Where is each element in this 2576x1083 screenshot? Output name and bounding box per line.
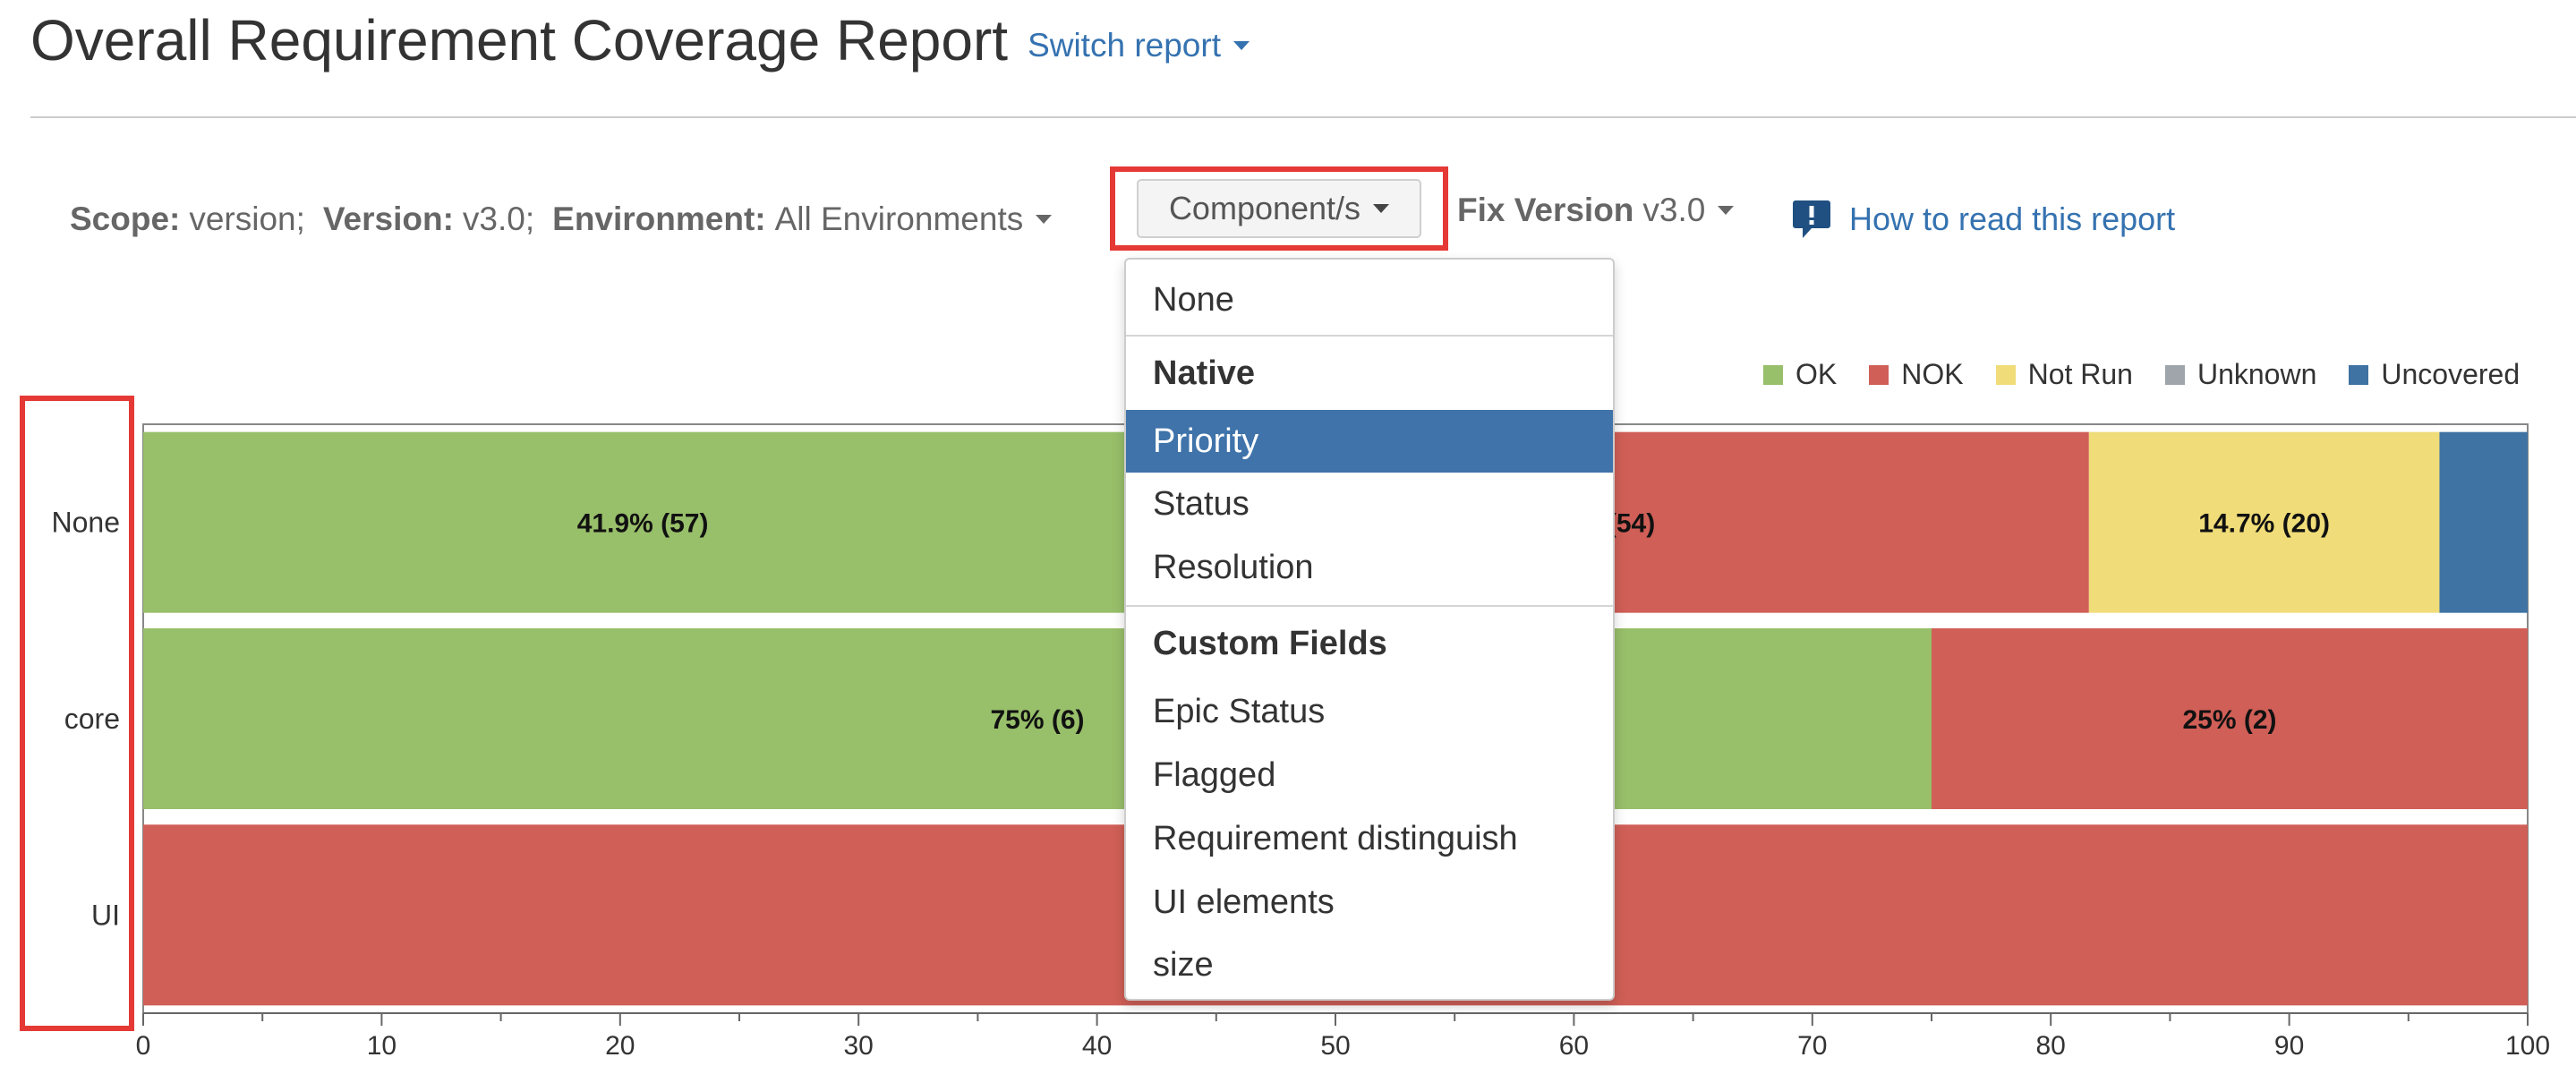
bar-segment bbox=[2439, 431, 2528, 613]
legend-label: OK bbox=[1796, 358, 1838, 390]
legend-item[interactable]: Not Run bbox=[1995, 358, 2133, 391]
dropdown-item-flagged[interactable]: Flagged bbox=[1153, 755, 1276, 794]
data-label: 14.7% (20) bbox=[2198, 509, 2330, 539]
legend-item[interactable]: OK bbox=[1763, 358, 1837, 391]
x-tick-label: 50 bbox=[1320, 1031, 1350, 1061]
x-tick-label: 10 bbox=[367, 1031, 397, 1061]
title-row: Overall Requirement Coverage Report Swit… bbox=[30, 0, 1250, 81]
dropdown-item-priority[interactable]: Priority bbox=[1126, 410, 1613, 473]
fix-version-value: v3.0 bbox=[1642, 192, 1706, 228]
dropdown-item-epic-status[interactable]: Epic Status bbox=[1153, 692, 1326, 730]
component-dropdown-menu: None Native Priority Status Resolution C… bbox=[1124, 258, 1615, 1001]
legend-swatch bbox=[1763, 364, 1783, 385]
dropdown-header-custom-fields: Custom Fields bbox=[1153, 625, 1387, 662]
legend-swatch bbox=[2164, 364, 2185, 385]
dropdown-divider bbox=[1126, 335, 1613, 337]
legend-swatch bbox=[2349, 364, 2369, 385]
x-tick-label: 60 bbox=[1559, 1031, 1589, 1061]
legend-swatch bbox=[1995, 364, 2016, 385]
x-tick-label: 20 bbox=[605, 1031, 635, 1061]
legend-label: NOK bbox=[1901, 358, 1964, 390]
x-tick-label: 30 bbox=[844, 1031, 874, 1061]
category-labels-highlight-box bbox=[20, 396, 134, 1031]
chevron-down-icon bbox=[1718, 206, 1735, 215]
switch-report-dropdown[interactable]: Switch report bbox=[1028, 27, 1250, 64]
version-value: v3.0; bbox=[462, 200, 535, 237]
dropdown-item-resolution[interactable]: Resolution bbox=[1153, 548, 1314, 586]
report-filters: Scope: version; Version: v3.0; Environme… bbox=[70, 161, 1053, 277]
page-title: Overall Requirement Coverage Report bbox=[30, 8, 1009, 72]
scope-filter: Scope: version; bbox=[70, 200, 305, 238]
dropdown-header-native: Native bbox=[1153, 354, 1256, 392]
x-tick-label: 80 bbox=[2036, 1031, 2066, 1061]
category-label: core bbox=[64, 703, 120, 735]
dropdown-item-status[interactable]: Status bbox=[1153, 484, 1250, 523]
how-to-read-label: How to read this report bbox=[1849, 200, 2176, 237]
environment-value: All Environments bbox=[774, 200, 1024, 237]
dropdown-divider bbox=[1126, 605, 1613, 607]
dropdown-item-none[interactable]: None bbox=[1153, 280, 1234, 319]
legend-label: Unknown bbox=[2196, 358, 2317, 390]
bar-segment bbox=[1932, 628, 2528, 809]
chevron-down-icon bbox=[1233, 41, 1250, 50]
environment-dropdown[interactable]: Environment: All Environments bbox=[552, 200, 1053, 238]
x-tick-label: 100 bbox=[2505, 1031, 2550, 1061]
environment-label: Environment: bbox=[552, 200, 766, 237]
header-divider bbox=[30, 116, 2576, 118]
category-label: UI bbox=[91, 899, 120, 931]
switch-report-label: Switch report bbox=[1028, 27, 1221, 64]
bar-segment bbox=[2088, 431, 2440, 613]
scope-label: Scope: bbox=[70, 200, 181, 237]
component-button-label: Component/s bbox=[1168, 190, 1361, 226]
x-tick-label: 70 bbox=[1797, 1031, 1827, 1061]
legend-label: Not Run bbox=[2027, 358, 2133, 390]
scope-value: version; bbox=[189, 200, 305, 237]
help-speech-bubble-icon bbox=[1793, 200, 1830, 238]
how-to-read-link[interactable]: How to read this report bbox=[1792, 199, 2175, 240]
x-tick-label: 40 bbox=[1082, 1031, 1112, 1061]
chart-legend: OK NOK Not Run Unknown Uncovered bbox=[1763, 358, 2520, 391]
x-tick-label: 90 bbox=[2274, 1031, 2304, 1061]
legend-item[interactable]: Unknown bbox=[2164, 358, 2317, 391]
bar-segment bbox=[143, 628, 1932, 809]
chevron-down-icon bbox=[1036, 215, 1053, 224]
component-highlight-box: Component/s bbox=[1110, 166, 1448, 251]
bar-segment bbox=[143, 431, 1143, 613]
legend-item[interactable]: Uncovered bbox=[2349, 358, 2520, 391]
data-label: 75% (6) bbox=[990, 705, 1084, 735]
data-label: 41.9% (57) bbox=[577, 509, 709, 539]
fix-version-dropdown[interactable]: Fix Version v3.0 bbox=[1457, 192, 1735, 229]
category-label: None bbox=[52, 507, 121, 539]
fix-version-label: Fix Version bbox=[1457, 192, 1634, 228]
version-label: Version: bbox=[322, 200, 454, 237]
component-dropdown-button[interactable]: Component/s bbox=[1137, 179, 1421, 238]
version-filter: Version: v3.0; bbox=[323, 200, 534, 238]
chevron-down-icon bbox=[1373, 204, 1390, 213]
dropdown-item-requirement-distinguish[interactable]: Requirement distinguish bbox=[1153, 819, 1518, 857]
dropdown-item-ui-elements[interactable]: UI elements bbox=[1153, 883, 1335, 921]
legend-label: Uncovered bbox=[2381, 358, 2521, 390]
dropdown-item-size[interactable]: size bbox=[1153, 945, 1214, 984]
legend-item[interactable]: NOK bbox=[1869, 358, 1964, 391]
x-tick-label: 0 bbox=[136, 1031, 151, 1061]
data-label: 25% (2) bbox=[2182, 705, 2276, 735]
legend-swatch bbox=[1869, 364, 1889, 385]
